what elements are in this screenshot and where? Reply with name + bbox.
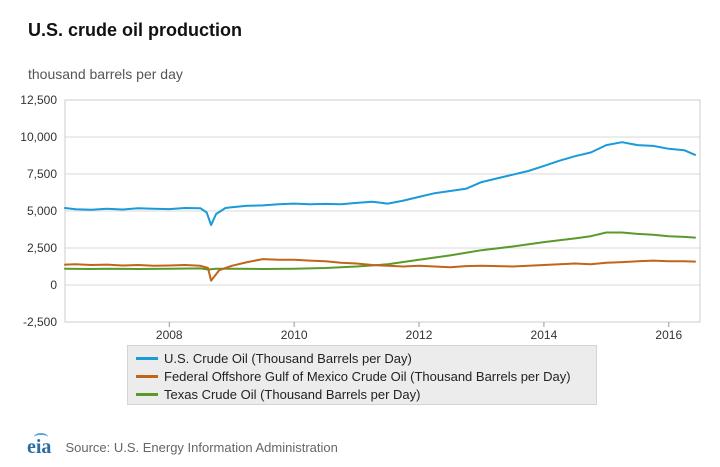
y-tick-label: 0 [50,278,57,292]
source-text: Source: U.S. Energy Information Administ… [65,440,338,455]
y-tick-label: 10,000 [20,130,57,144]
legend-swatch-texas [136,392,158,396]
legend-item-us[interactable]: U.S. Crude Oil (Thousand Barrels per Day… [136,349,596,367]
x-tick-label: 2010 [281,328,308,342]
legend-label-texas: Texas Crude Oil (Thousand Barrels per Da… [164,386,421,402]
y-tick-label: 12,500 [20,93,57,107]
y-tick-label: 7,500 [27,167,57,181]
series-line-us[interactable] [64,141,696,227]
series-line-gom[interactable] [64,258,696,282]
x-tick-label: 2008 [156,328,183,342]
y-axis-ticks: -2,500 0 2,500 5,000 7,500 10,000 12,500 [20,93,57,329]
y-axis-units-label: thousand barrels per day [28,66,183,82]
x-tick-label: 2016 [655,328,682,342]
eia-logo[interactable]: eia [27,433,52,458]
legend-label-gom: Federal Offshore Gulf of Mexico Crude Oi… [164,368,571,384]
series-lines [64,141,696,282]
legend-label-us: U.S. Crude Oil (Thousand Barrels per Day… [164,350,412,366]
grid-lines [64,99,701,323]
chart-title: U.S. crude oil production [28,20,243,40]
series-line-texas[interactable] [64,231,696,271]
legend-item-gulf-of-mexico[interactable]: Federal Offshore Gulf of Mexico Crude Oi… [136,367,596,385]
plot-frame [64,99,701,323]
legend-item-texas[interactable]: Texas Crude Oil (Thousand Barrels per Da… [136,385,596,403]
x-tick-label: 2014 [531,328,558,342]
y-tick-label: 2,500 [27,241,57,255]
chart-legend: U.S. Crude Oil (Thousand Barrels per Day… [127,345,597,405]
y-tick-label: 5,000 [27,204,57,218]
legend-swatch-gom [136,374,158,378]
x-axis-ticks: 2008 2010 2012 2014 2016 [156,322,682,342]
x-tick-label: 2012 [406,328,433,342]
source-footer: eia Source: U.S. Energy Information Admi… [27,433,338,459]
legend-swatch-us [136,356,158,360]
y-tick-label: -2,500 [23,315,57,329]
